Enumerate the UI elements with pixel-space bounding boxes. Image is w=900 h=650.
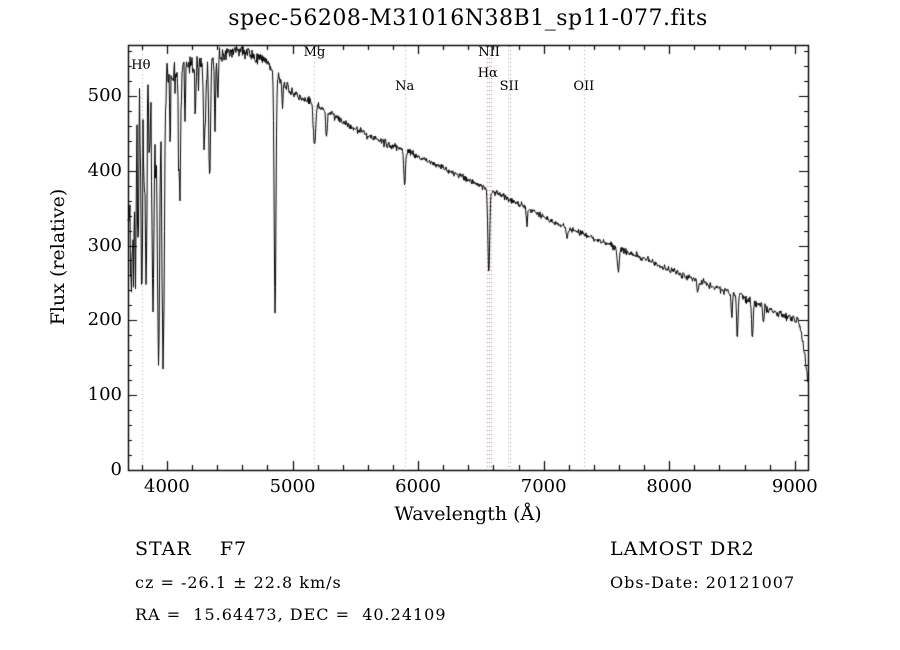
- x-axis-label: Wavelength (Å): [394, 503, 542, 525]
- footer-cz-velocity: cz = -26.1 ± 22.8 km/s: [135, 573, 342, 592]
- footer-classification: STAR F7: [135, 538, 248, 560]
- footer-coordinates: RA = 15.64473, DEC = 40.24109: [135, 605, 447, 624]
- line-marker-label: SII: [499, 79, 519, 95]
- y-tick-label: 100: [87, 384, 122, 406]
- line-marker-label: Hθ: [131, 57, 151, 73]
- x-tick-label: 9000: [771, 476, 818, 497]
- y-axis-label: Flux (relative): [47, 188, 69, 326]
- x-tick-label: 7000: [520, 476, 567, 497]
- y-tick-label: 400: [87, 159, 122, 181]
- y-tick-label: 200: [87, 309, 122, 331]
- line-marker-label: OII: [573, 79, 595, 95]
- line-marker-label: NII: [478, 44, 500, 60]
- line-marker-label: Mg: [303, 44, 326, 60]
- y-tick-label: 300: [87, 234, 122, 256]
- footer-survey: LAMOST DR2: [610, 538, 755, 560]
- y-tick-label: 500: [87, 84, 122, 106]
- line-marker-label: Na: [395, 79, 415, 95]
- x-tick-label: 4000: [144, 476, 190, 497]
- x-tick-label: 5000: [269, 476, 316, 497]
- line-marker-label: Hα: [477, 65, 498, 81]
- footer-obs-date: Obs-Date: 20121007: [610, 573, 796, 592]
- y-tick-label: 0: [110, 459, 122, 480]
- plot-title: spec-56208-M31016N38B1_sp11-077.fits: [228, 6, 708, 31]
- x-tick-label: 8000: [646, 476, 693, 497]
- x-tick-label: 6000: [395, 476, 441, 497]
